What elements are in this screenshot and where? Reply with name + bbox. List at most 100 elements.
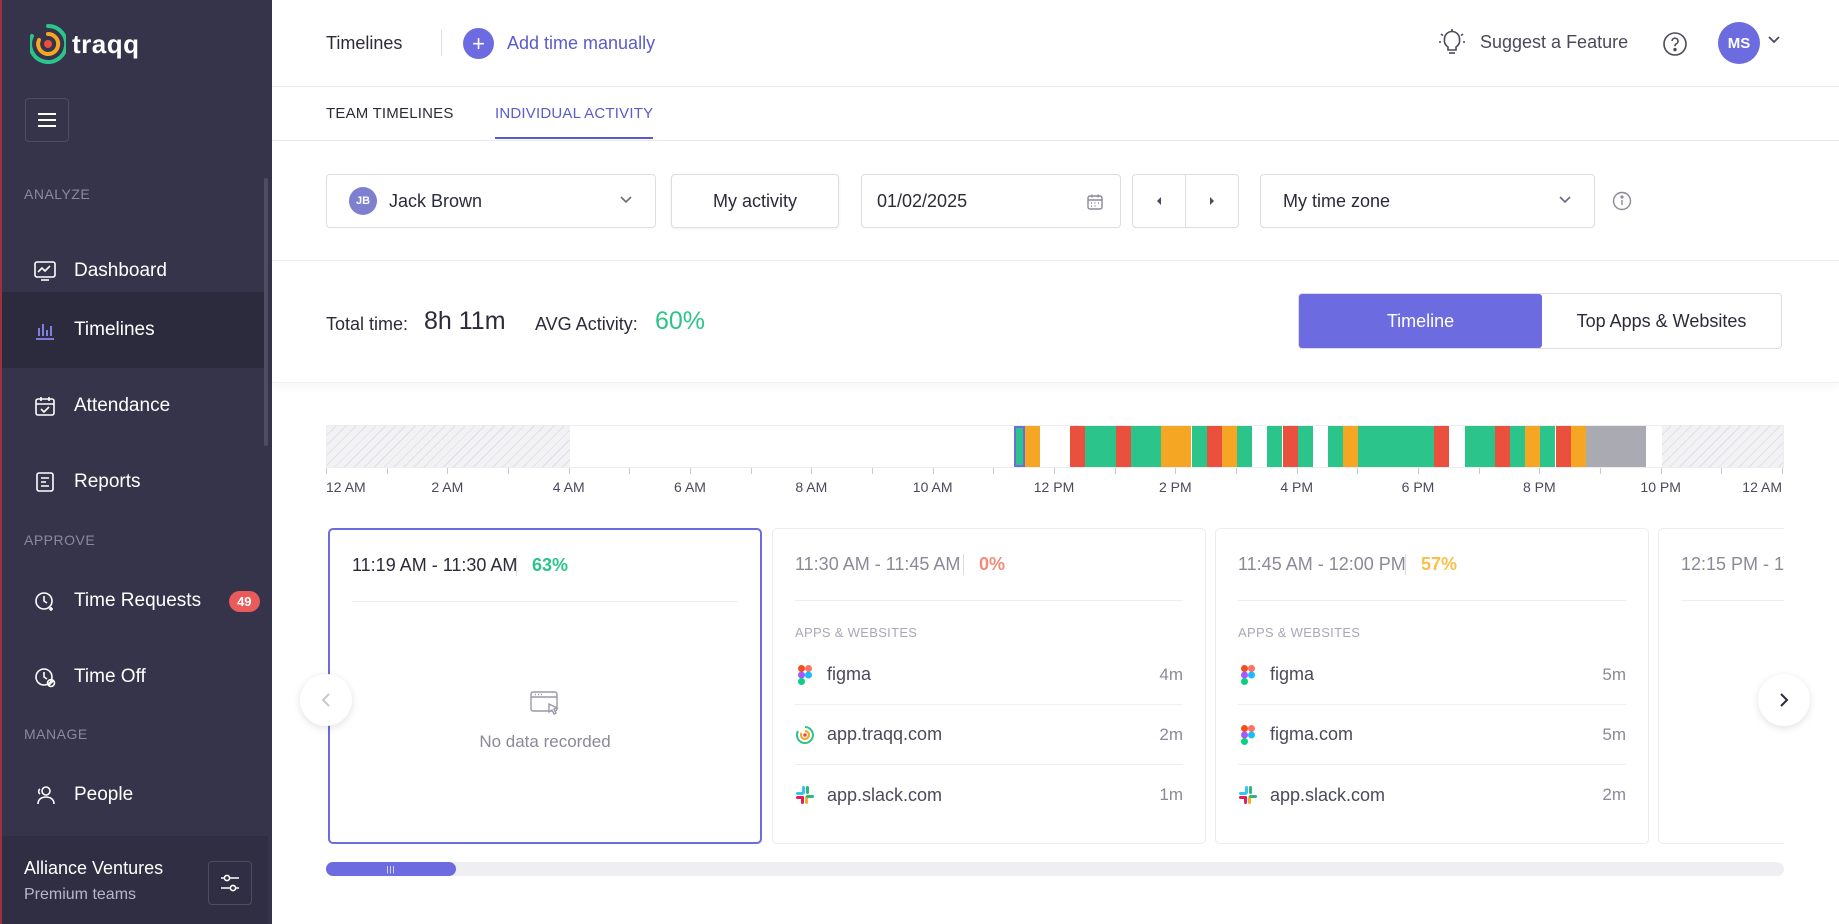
top-header: Timelines + Add time manually Suggest a … [272, 0, 1839, 87]
timeline-tick [750, 468, 752, 474]
chevron-left-icon [321, 693, 330, 707]
timeline-activity-segment[interactable] [1343, 426, 1359, 467]
app-row[interactable]: app.traqq.com 2m [795, 705, 1183, 765]
next-day-button[interactable] [1185, 174, 1239, 228]
timeline-tick [1175, 468, 1177, 474]
interval-card[interactable]: 11:45 AM - 12:00 PM 57% APPS & WEBSITES … [1215, 528, 1649, 844]
user-avatar[interactable]: MS [1718, 22, 1760, 64]
sidebar-item-dashboard[interactable]: Dashboard [2, 233, 268, 309]
timeline-activity-segment[interactable] [1540, 426, 1556, 467]
timeline-activity-segment[interactable] [1085, 426, 1116, 467]
sidebar-item-time-requests[interactable]: Time Requests 49 [2, 563, 268, 639]
interval-activity-pct: 0% [963, 554, 1005, 575]
top-apps-view-button[interactable]: Top Apps & Websites [1576, 310, 1747, 331]
app-name: app.traqq.com [827, 724, 943, 744]
chevron-down-icon[interactable] [1768, 36, 1780, 44]
activity-timeline[interactable] [326, 425, 1784, 468]
timeline-tick [629, 468, 631, 474]
timeline-activity-segment[interactable] [1221, 426, 1237, 467]
timeline-activity-segment[interactable] [1237, 426, 1253, 467]
timeline-view-button[interactable]: Timeline [1299, 294, 1542, 348]
timeline-activity-segment[interactable] [1570, 426, 1586, 467]
cards-previous-button[interactable] [300, 674, 352, 726]
sidebar-item-label: Attendance [74, 395, 171, 416]
card-divider [1681, 600, 1784, 601]
app-row[interactable]: figma.com 5m [1238, 705, 1626, 765]
timeline-activity-segment[interactable] [1358, 426, 1435, 467]
card-divider [1238, 600, 1626, 601]
app-duration: 4m [1159, 664, 1183, 684]
timeline-tick [508, 468, 509, 474]
chevron-right-icon [1780, 693, 1789, 707]
logo-text: traqq [72, 28, 140, 59]
timeline-activity-segment[interactable] [1510, 426, 1526, 467]
timeline-activity-segment[interactable] [1434, 426, 1450, 467]
lightbulb-icon [1439, 29, 1465, 54]
sidebar-item-reports[interactable]: Reports [2, 444, 268, 520]
interval-activity-pct: 57% [1405, 554, 1457, 575]
workspace-settings-button[interactable] [208, 861, 252, 905]
logo[interactable]: traqq [30, 22, 140, 66]
add-time-manually-button[interactable]: + Add time manually [463, 28, 655, 59]
timeline-activity-segment[interactable] [1282, 426, 1298, 467]
timeline-activity-segment[interactable] [1464, 426, 1495, 467]
clock-plus-icon [32, 588, 58, 614]
timeline-activity-segment[interactable] [1267, 426, 1283, 467]
calendar-icon [1087, 194, 1103, 210]
timeline-activity-segment[interactable] [1525, 426, 1541, 467]
my-activity-button[interactable]: My activity [671, 174, 839, 228]
timeline-activity-segment[interactable] [1494, 426, 1510, 467]
user-select[interactable]: JB Jack Brown [326, 174, 656, 228]
suggest-feature-button[interactable]: Suggest a Feature [1438, 28, 1628, 56]
user-select-value: Jack Brown [389, 190, 483, 211]
app-row[interactable]: app.slack.com 2m [1238, 765, 1626, 825]
timeline-activity-segment[interactable] [1297, 426, 1313, 467]
timeline-tick [1114, 468, 1116, 474]
interval-time: 11:19 AM - 11:30 AM [352, 555, 518, 575]
interval-card[interactable]: 11:19 AM - 11:30 AM 63% No data recorded [328, 528, 762, 844]
timeline-activity-segment[interactable] [1328, 426, 1344, 467]
sidebar-item-attendance[interactable]: Attendance [2, 368, 268, 444]
app-name: figma.com [1270, 724, 1354, 744]
timeline-tick [386, 468, 388, 474]
sidebar-item-people[interactable]: People [2, 757, 268, 833]
timeline-activity-segment[interactable] [1130, 426, 1162, 467]
interval-card[interactable]: 11:30 AM - 11:45 AM 0% APPS & WEBSITES f… [772, 528, 1206, 844]
timeline-activity-segment[interactable] [1585, 426, 1647, 467]
timeline-ticks [326, 468, 1784, 476]
timeline-activity-segment[interactable] [1070, 426, 1086, 467]
cards-scrollbar-thumb[interactable]: ||| [326, 862, 456, 876]
timeline-activity-segment[interactable] [1206, 426, 1222, 467]
sidebar-item-timelines[interactable]: Timelines [2, 292, 268, 368]
timezone-select[interactable]: My time zone [1260, 174, 1595, 228]
timeline-activity-segment[interactable] [1191, 426, 1207, 467]
previous-day-button[interactable] [1132, 174, 1186, 228]
timeline-activity-segment[interactable] [1024, 426, 1040, 467]
cards-scrollbar[interactable]: ||| [326, 862, 1784, 876]
app-duration: 1m [1159, 785, 1183, 804]
chevron-down-icon [1559, 196, 1571, 204]
sidebar-item-label: Timelines [74, 319, 155, 340]
app-row[interactable]: figma 5m [1238, 645, 1626, 705]
tab-individual-activity[interactable]: INDIVIDUAL ACTIVITY [495, 105, 654, 139]
menu-toggle-button[interactable] [25, 98, 69, 142]
sidebar-scrollbar[interactable] [264, 178, 268, 446]
timeline-selected-interval[interactable] [1013, 426, 1025, 467]
help-button[interactable] [1662, 31, 1688, 57]
timeline-activity-segment[interactable] [1115, 426, 1131, 467]
app-name: figma [827, 664, 872, 684]
timeline-activity-segment[interactable] [1161, 426, 1192, 467]
timeline-tick-label: 12 AM [326, 479, 366, 495]
app-row[interactable]: app.slack.com 1m [795, 765, 1183, 825]
time-requests-badge: 49 [229, 590, 260, 612]
timeline-tick [1721, 468, 1723, 474]
app-duration: 2m [1159, 724, 1183, 744]
clock-off-icon [32, 664, 58, 690]
timeline-activity-segment[interactable] [1555, 426, 1571, 467]
tab-team-timelines[interactable]: TEAM TIMELINES [326, 105, 454, 122]
cards-next-button[interactable] [1758, 674, 1810, 726]
sidebar-item-time-off[interactable]: Time Off [2, 639, 268, 715]
app-row[interactable]: figma 4m [795, 645, 1183, 705]
date-picker-input[interactable]: 01/02/2025 [861, 174, 1121, 228]
info-icon[interactable] [1612, 191, 1632, 211]
